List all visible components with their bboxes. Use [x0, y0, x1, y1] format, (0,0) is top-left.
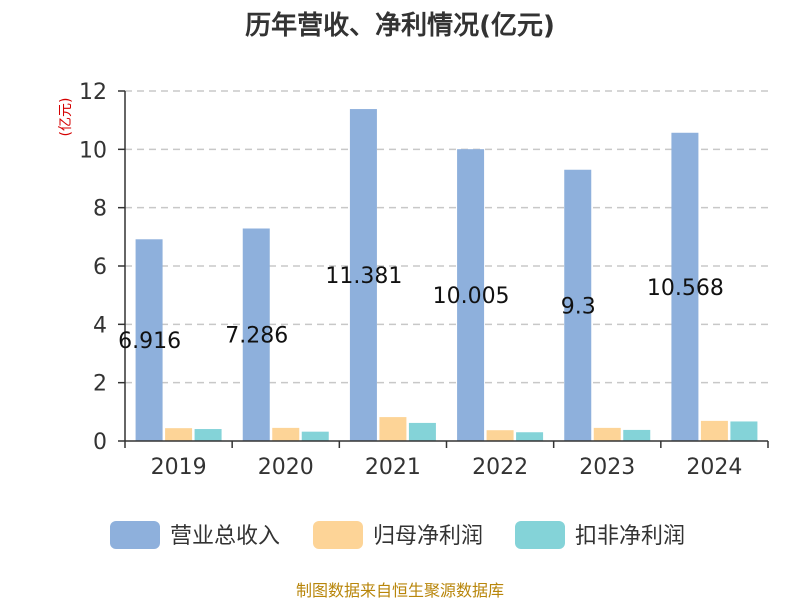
data-label: 6.916	[118, 329, 181, 354]
source-note: 制图数据来自恒生聚源数据库	[296, 581, 504, 600]
bar-net-profit	[486, 430, 514, 441]
bar-net-profit	[272, 427, 300, 441]
y-tick-label: 8	[93, 197, 107, 222]
bar-revenue	[349, 109, 377, 441]
x-tick-label: 2021	[365, 455, 421, 480]
y-tick-label: 6	[93, 255, 107, 280]
y-tick-label: 0	[93, 430, 107, 455]
x-tick-label: 2020	[258, 455, 314, 480]
y-tick-label: 2	[93, 372, 107, 397]
y-tick-label: 4	[93, 313, 107, 338]
bar-deducted-net-profit	[301, 431, 329, 441]
bar-deducted-net-profit	[194, 429, 222, 441]
x-tick-label: 2024	[686, 455, 742, 480]
legend-swatch	[110, 521, 160, 549]
y-axis-unit-label: (亿元)	[58, 98, 74, 137]
chart-title: 历年营收、净利情况(亿元)	[245, 10, 555, 41]
bar-net-profit	[700, 420, 728, 441]
legend-label: 扣非净利润	[575, 524, 685, 549]
legend-label: 营业总收入	[170, 524, 280, 549]
legend-swatch	[313, 521, 363, 549]
legend-swatch	[515, 521, 565, 549]
axes: 0 2 4 6 8 10 12 2019 2020 2021 2022 2023 2024	[79, 80, 769, 480]
bar-revenue	[242, 228, 270, 441]
bar-revenue	[135, 239, 163, 441]
y-tick-label: 10	[79, 138, 107, 163]
data-labels: 6.916 7.286 11.381 10.005 9.3 10.568	[118, 264, 724, 354]
data-label: 10.568	[647, 276, 724, 301]
bar-deducted-net-profit	[730, 421, 758, 441]
bar-revenue	[564, 169, 592, 441]
legend-label: 归母净利润	[373, 524, 483, 549]
bar-net-profit	[593, 427, 621, 441]
y-tick-label: 12	[79, 80, 107, 105]
bar-net-profit	[165, 428, 193, 441]
x-tick-label: 2022	[472, 455, 528, 480]
bar-deducted-net-profit	[408, 422, 436, 441]
bar-revenue	[671, 132, 699, 441]
data-label: 10.005	[433, 284, 510, 309]
x-tick-label: 2019	[151, 455, 207, 480]
data-label: 7.286	[225, 324, 288, 349]
bar-deducted-net-profit	[623, 429, 651, 441]
data-label: 9.3	[561, 294, 596, 319]
bar-net-profit	[379, 417, 407, 441]
bar-deducted-net-profit	[516, 432, 544, 441]
legend: 营业总收入 归母净利润 扣非净利润	[110, 521, 685, 549]
bar-revenue	[457, 149, 485, 441]
bars-group	[135, 109, 758, 441]
x-tick-label: 2023	[579, 455, 635, 480]
data-label: 11.381	[325, 264, 402, 289]
